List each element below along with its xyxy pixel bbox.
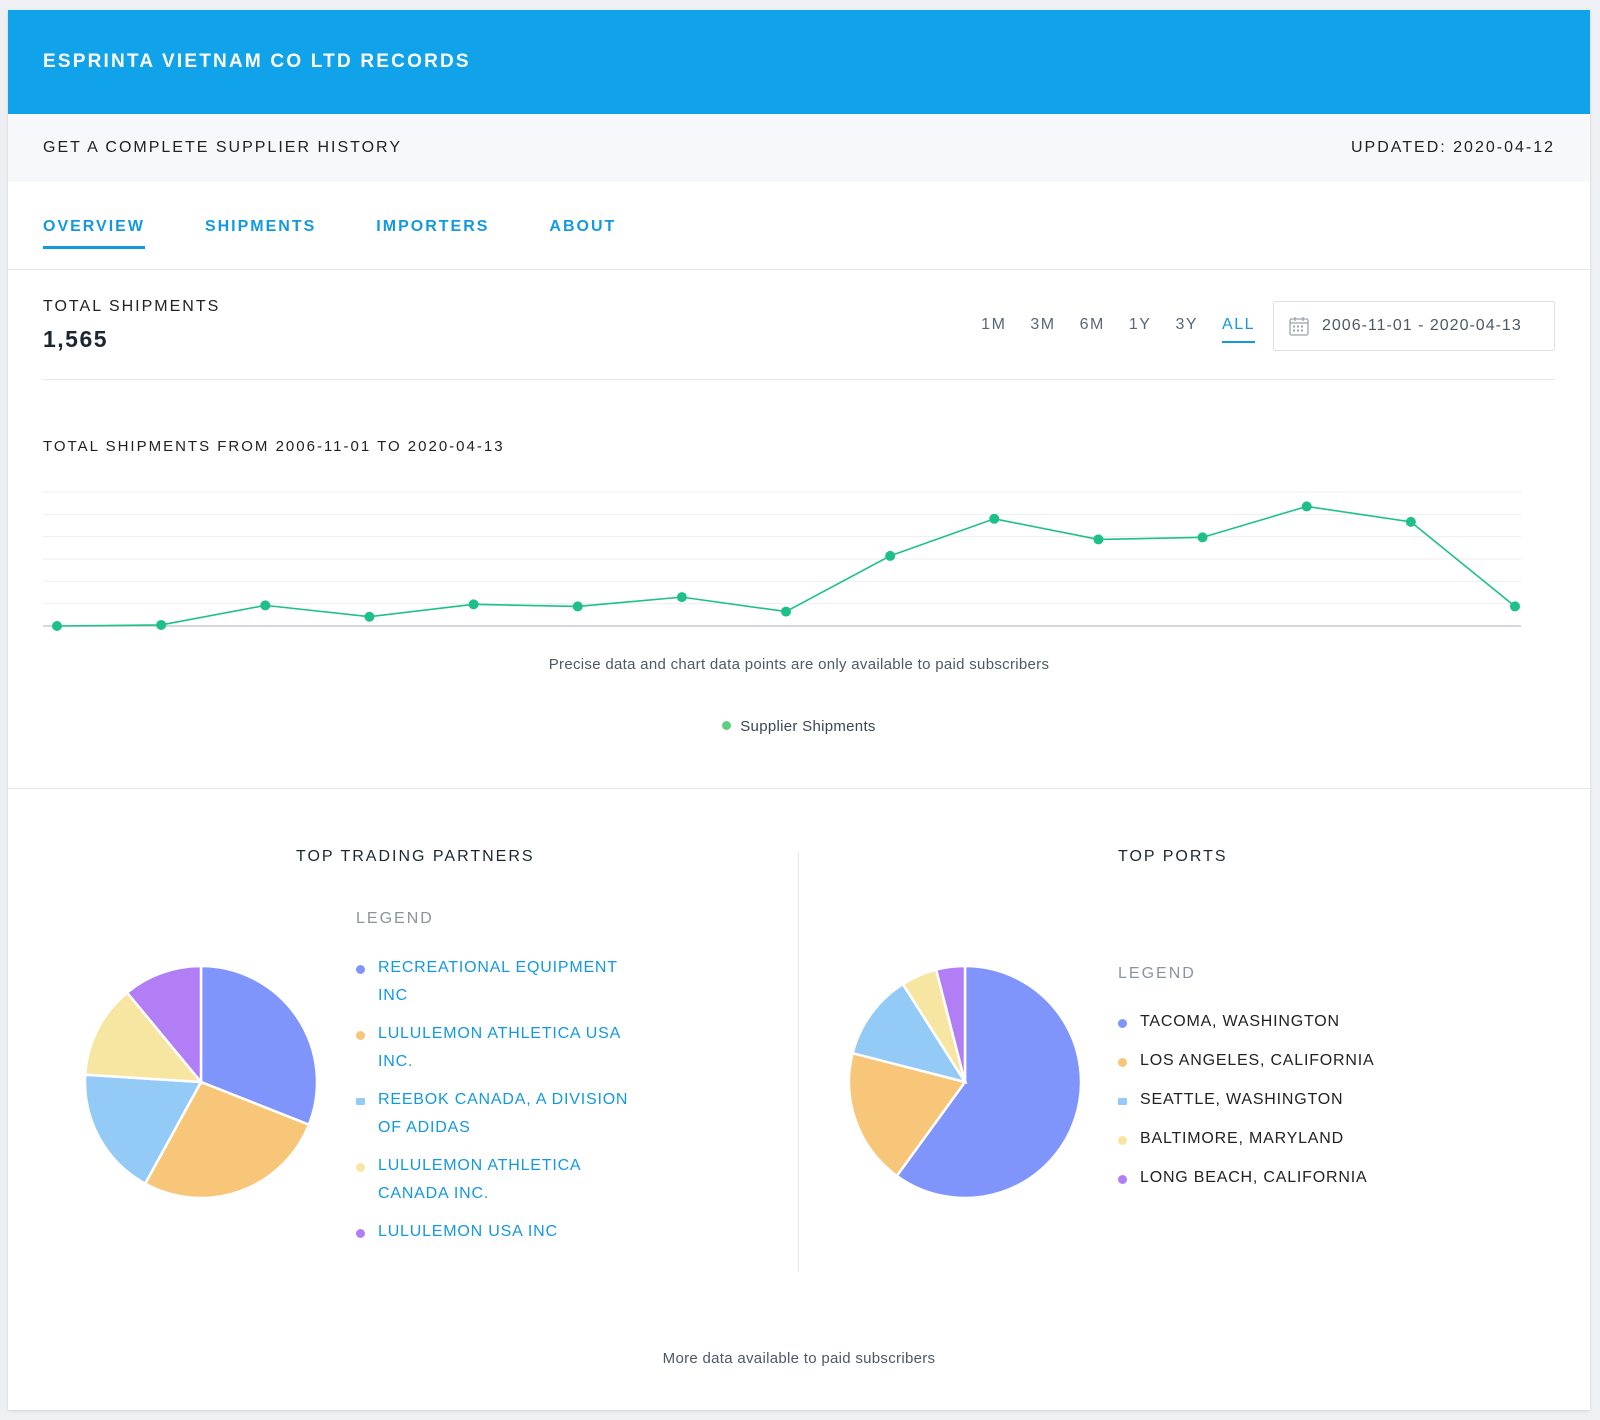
partners-pie-chart [83,964,319,1200]
data-point [989,513,1000,524]
ports-pie-chart [847,964,1083,1200]
pie-slice [125,964,203,1086]
date-range-value: 2006-11-01 - 2020-04-13 [1322,317,1522,334]
shipments-line-chart [43,491,1521,631]
partners-legend: RECREATIONAL EQUIPMENT INC LULULEMON ATH… [356,954,636,1256]
port-label: LOS ANGELES, CALIFORNIA [1140,1052,1375,1069]
legend-marker-icon [1118,1058,1127,1067]
tab-about[interactable]: ABOUT [549,217,617,235]
data-point [572,601,583,612]
page-title: ESPRINTA VIETNAM CO LTD RECORDS [43,51,471,72]
partner-link-2[interactable]: LULULEMON ATHLETICA USA INC. [356,1020,636,1076]
legend-marker-icon [1118,1019,1127,1028]
port-label: BALTIMORE, MARYLAND [1140,1130,1344,1147]
legend-marker-icon [356,1098,365,1105]
range-all[interactable]: ALL [1222,316,1255,343]
data-point [1301,501,1312,512]
ports-legend-head: LEGEND [1118,965,1196,982]
chart-gridlines [43,491,1521,627]
ports-title: TOP PORTS [1118,848,1228,865]
pie-slice [934,964,967,1083]
data-point [468,599,479,610]
data-point [364,611,375,622]
range-3y[interactable]: 3Y [1175,316,1199,333]
legend-marker-icon [356,1031,365,1040]
subheader-bar: GET A COMPLETE SUPPLIER HISTORY UPDATED:… [8,114,1590,182]
pie-slice [851,982,968,1084]
pie-slice [199,964,319,1127]
records-card: ESPRINTA VIETNAM CO LTD RECORDS GET A CO… [8,10,1590,1410]
chart-legend-label: Supplier Shipments [740,718,876,735]
range-3m[interactable]: 3M [1030,316,1056,333]
total-shipments-label: TOTAL SHIPMENTS [43,298,221,315]
port-item-2: LOS ANGELES, CALIFORNIA [1118,1047,1448,1075]
footer-paywall-note: More data available to paid subscribers [662,1350,936,1367]
data-point [885,550,896,561]
port-item-4: BALTIMORE, MARYLAND [1118,1125,1448,1153]
pie-slice [83,990,204,1084]
range-selector: 1M 3M 6M 1Y 3Y ALL [957,316,1255,343]
partners-legend-head: LEGEND [356,910,434,927]
data-point [1405,516,1416,527]
partner-label: LULULEMON ATHLETICA CANADA INC. [378,1157,581,1202]
updated-date: UPDATED: 2020-04-12 [1351,139,1555,156]
data-point [1093,534,1104,545]
tab-bar: OVERVIEW SHIPMENTS IMPORTERS ABOUT [8,182,1590,270]
partner-link-3[interactable]: REEBOK CANADA, A DIVISION OF ADIDAS [356,1086,636,1142]
tab-importers[interactable]: IMPORTERS [376,217,490,235]
ports-legend: TACOMA, WASHINGTON LOS ANGELES, CALIFORN… [1118,1008,1448,1203]
total-shipments-value: 1,565 [43,326,109,352]
partner-link-1[interactable]: RECREATIONAL EQUIPMENT INC [356,954,636,1010]
partner-label: REEBOK CANADA, A DIVISION OF ADIDAS [378,1091,629,1136]
legend-marker-icon [1118,1098,1127,1105]
data-point [1197,532,1208,543]
subheader-tagline: GET A COMPLETE SUPPLIER HISTORY [43,139,402,156]
port-item-5: LONG BEACH, CALIFORNIA [1118,1164,1448,1192]
data-point [260,600,271,611]
pie-slice [895,964,1083,1200]
port-label: SEATTLE, WASHINGTON [1140,1091,1344,1108]
column-divider [798,852,799,1272]
pie-slice [847,1051,968,1178]
legend-marker-icon [1118,1175,1127,1184]
partner-label: RECREATIONAL EQUIPMENT INC [378,959,618,1004]
range-1m[interactable]: 1M [981,316,1007,333]
range-1y[interactable]: 1Y [1128,316,1152,333]
chart-legend: Supplier Shipments [8,718,1590,735]
data-point [676,592,687,603]
calendar-icon [1289,317,1309,336]
range-6m[interactable]: 6M [1079,316,1105,333]
port-item-1: TACOMA, WASHINGTON [1118,1008,1448,1036]
partners-title: TOP TRADING PARTNERS [296,848,535,865]
tab-shipments[interactable]: SHIPMENTS [204,217,317,235]
port-label: LONG BEACH, CALIFORNIA [1140,1169,1368,1186]
partner-label: LULULEMON USA INC [378,1223,558,1240]
tab-overview[interactable]: OVERVIEW [43,210,145,249]
partner-link-4[interactable]: LULULEMON ATHLETICA CANADA INC. [356,1152,636,1208]
partner-link-5[interactable]: LULULEMON USA INC [356,1218,636,1246]
legend-marker-icon [356,965,365,974]
data-point [52,621,62,631]
data-point [781,606,791,617]
chart-paywall-note: Precise data and chart data points are o… [548,656,1050,673]
date-range-picker[interactable]: 2006-11-01 - 2020-04-13 [1273,301,1555,351]
legend-dot-icon [722,721,732,730]
partner-label: LULULEMON ATHLETICA USA INC. [378,1025,621,1070]
section-divider [8,788,1590,789]
stats-row: TOTAL SHIPMENTS 1,565 1M 3M 6M 1Y 3Y ALL… [43,270,1555,380]
legend-marker-icon [356,1163,365,1172]
page-header: ESPRINTA VIETNAM CO LTD RECORDS [8,10,1590,114]
legend-marker-icon [1118,1136,1127,1145]
pie-slice [83,1073,204,1186]
data-point [1510,601,1520,612]
port-item-3: SEATTLE, WASHINGTON [1118,1086,1448,1114]
data-point [156,619,167,630]
legend-marker-icon [356,1229,365,1238]
port-label: TACOMA, WASHINGTON [1140,1013,1340,1030]
shipments-chart-title: TOTAL SHIPMENTS FROM 2006-11-01 TO 2020-… [43,438,505,455]
